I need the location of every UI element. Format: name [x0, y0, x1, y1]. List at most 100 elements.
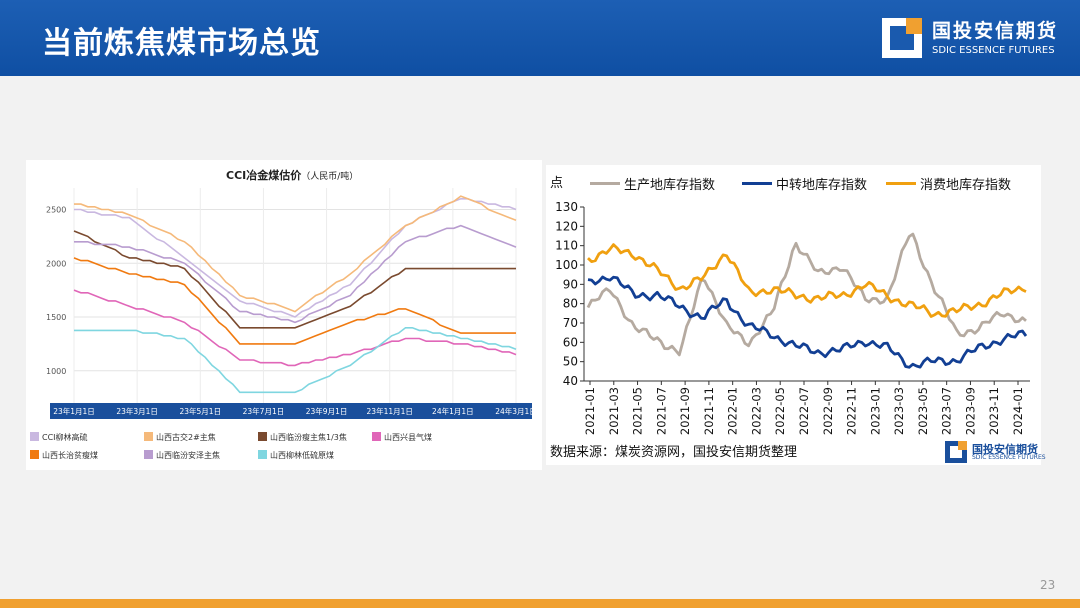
right-legend-item: 中转地库存指数	[742, 174, 867, 193]
right-series-line-0	[586, 232, 1027, 357]
left-x-axis-band	[50, 403, 532, 419]
right-x-tick-label: 2022-05	[773, 387, 787, 435]
right-x-tick-label: 2022-07	[797, 387, 811, 435]
header-bar: 当前炼焦煤市场总览 国投安信期货 SDIC ESSENCE FUTURES	[0, 0, 1080, 76]
left-chart-title-text: CCI冶金煤估价	[226, 169, 302, 182]
legend-swatch	[144, 432, 153, 441]
legend-swatch	[372, 432, 381, 441]
right-y-tick-label: 60	[563, 335, 578, 349]
right-line-chart: 点 40 50 60 70 80 90 100 110 120 130 2021-01 2021-03 2…	[550, 176, 1030, 435]
left-series-line-2	[73, 230, 516, 329]
left-legend-item: 山西临汾瘦主焦1/3焦	[258, 432, 347, 443]
right-x-tick-label: 2022-01	[726, 387, 740, 435]
legend-label: CCI柳林高硫	[42, 433, 88, 442]
right-series-line-2	[587, 243, 1027, 318]
left-y-tick-label: 1500	[46, 313, 66, 322]
right-x-tick-label: 2023-11	[987, 387, 1001, 435]
left-series-line-1	[74, 195, 517, 313]
left-legend-item: 山西长治贫瘦煤	[30, 450, 98, 461]
left-y-tick-label: 2000	[46, 259, 66, 268]
left-legend-item: 山西柳林低硫原煤	[258, 450, 334, 461]
right-x-tick-label: 2023-09	[963, 387, 977, 435]
right-x-tick-label: 2021-03	[607, 387, 621, 435]
left-x-tick-label: 24年3月1日	[495, 406, 537, 416]
right-x-tick-label: 2021-07	[654, 387, 668, 435]
page-title: 当前炼焦煤市场总览	[42, 26, 321, 61]
left-chart-panel: CCI冶金煤估价（人民币/吨） 1000 1500 2000 2500 23年1月1日 2…	[26, 160, 542, 470]
legend-line-swatch	[590, 182, 620, 185]
left-x-tick-label: 23年1月1日	[53, 406, 95, 416]
legend-swatch	[30, 450, 39, 459]
logo-mark-icon	[882, 18, 922, 58]
left-x-tick-label: 24年1月1日	[432, 406, 474, 416]
legend-label: 山西长治贫瘦煤	[42, 451, 98, 460]
legend-label: 消费地库存指数	[920, 178, 1012, 193]
right-y-tick-label: 110	[555, 239, 578, 253]
legend-label: 山西兴县气煤	[384, 433, 432, 442]
legend-swatch	[144, 450, 153, 459]
page-number: 23	[1040, 578, 1056, 592]
right-x-tick-label: 2023-07	[940, 387, 954, 435]
legend-line-swatch	[886, 182, 916, 185]
mini-logo: 国投安信期货 SDIC ESSENCE FUTURES	[944, 440, 1046, 464]
data-source-note: 数据来源：煤炭资源网，国投安信期货整理	[550, 445, 798, 460]
legend-swatch	[258, 450, 267, 459]
right-x-tick-label: 2021-05	[631, 387, 645, 435]
legend-line-swatch	[742, 182, 772, 185]
logo-cn: 国投安信期货	[932, 20, 1059, 42]
right-series-line-1	[587, 275, 1028, 369]
left-legend-item: 山西古交2#主焦	[144, 432, 216, 443]
mini-logo-cn: 国投安信期货	[972, 443, 1038, 456]
left-series-line-4	[73, 257, 516, 345]
right-y-tick-label: 130	[555, 200, 578, 214]
legend-swatch	[258, 432, 267, 441]
right-y-tick-label: 70	[563, 316, 578, 330]
legend-swatch	[30, 432, 39, 441]
legend-label: 生产地库存指数	[624, 178, 716, 193]
left-series-line-3	[73, 289, 517, 367]
legend-label: 中转地库存指数	[776, 178, 868, 193]
right-x-tick-label: 2021-11	[702, 387, 716, 435]
left-x-tick-label: 23年11月1日	[367, 406, 413, 416]
left-legend-item: CCI柳林高硫	[30, 432, 88, 443]
footer-bar	[0, 599, 1080, 608]
left-legend-item: 山西兴县气煤	[372, 432, 432, 443]
left-y-tick-label: 1000	[46, 367, 66, 376]
left-series-line-0	[74, 198, 517, 318]
left-y-tick-label: 2500	[46, 206, 66, 215]
legend-label: 山西柳林低硫原煤	[270, 451, 334, 460]
left-series-line-5	[74, 224, 517, 324]
legend-label: 山西古交2#主焦	[156, 433, 216, 442]
right-x-tick-label: 2021-09	[678, 387, 692, 435]
right-legend-item: 生产地库存指数	[590, 174, 715, 193]
left-chart-title: CCI冶金煤估价（人民币/吨）	[226, 167, 358, 183]
right-y-tick-label: 100	[555, 258, 578, 272]
left-x-tick-label: 23年7月1日	[243, 406, 285, 416]
right-x-tick-label: 2022-03	[749, 387, 763, 435]
right-legend-item: 消费地库存指数	[886, 174, 1011, 193]
right-chart-panel: 点 40 50 60 70 80 90 100 110 120 130 2021-01 2021-03 2…	[546, 165, 1041, 465]
right-y-tick-label: 90	[563, 277, 578, 291]
right-y-tick-label: 50	[563, 355, 578, 369]
left-legend-item: 山西临汾安泽主焦	[144, 450, 220, 461]
right-x-tick-label: 2024-01	[1011, 387, 1025, 435]
company-logo: 国投安信期货 SDIC ESSENCE FUTURES	[880, 14, 1070, 64]
left-x-tick-label: 23年3月1日	[116, 406, 158, 416]
logo-en: SDIC ESSENCE FUTURES	[932, 45, 1055, 56]
left-line-chart: 1000 1500 2000 2500 23年1月1日 23年3月1日 23年5月1日 23年…	[46, 188, 537, 419]
right-x-tick-label: 2023-03	[892, 387, 906, 435]
right-y-tick-label: 40	[563, 374, 578, 388]
right-y-tick-label: 120	[555, 219, 578, 233]
legend-label: 山西临汾瘦主焦1/3焦	[270, 433, 347, 442]
right-x-tick-label: 2023-05	[916, 387, 930, 435]
right-y-axis-label: 点	[550, 176, 563, 191]
right-x-tick-label: 2022-09	[821, 387, 835, 435]
right-x-tick-label: 2021-01	[583, 387, 597, 435]
mini-logo-en: SDIC ESSENCE FUTURES	[972, 454, 1046, 461]
left-chart-subtitle: （人民币/吨）	[301, 172, 359, 182]
right-y-tick-label: 80	[563, 297, 578, 311]
left-x-tick-label: 23年5月1日	[179, 406, 221, 416]
right-x-tick-label: 2022-11	[845, 387, 859, 435]
legend-label: 山西临汾安泽主焦	[156, 451, 220, 460]
left-x-tick-label: 23年9月1日	[306, 406, 348, 416]
